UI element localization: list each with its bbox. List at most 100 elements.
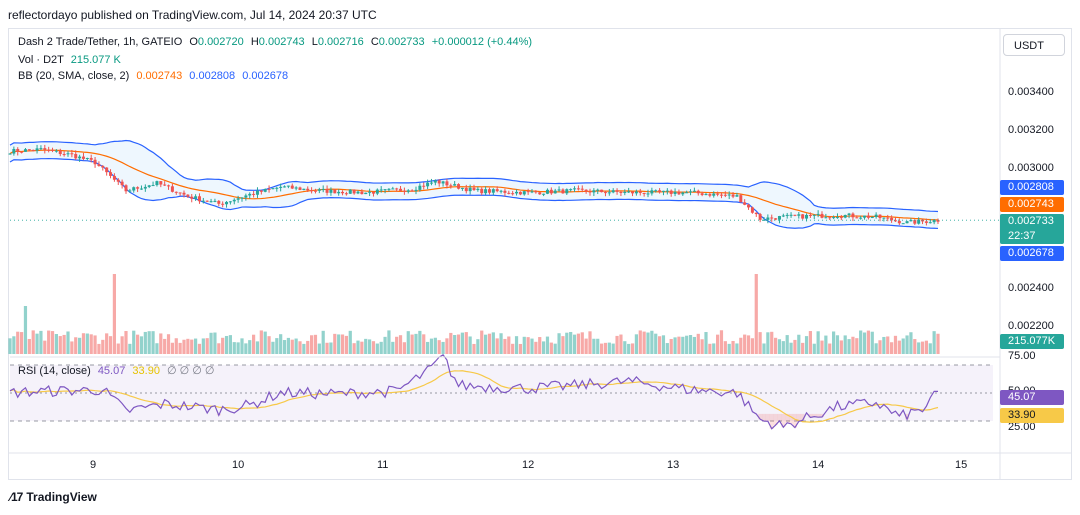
volume-bar	[495, 338, 499, 354]
volume-bar	[557, 333, 561, 354]
symbol-name[interactable]: Dash 2 Trade/Tether, 1h, GATEIO	[18, 36, 183, 48]
candle	[534, 191, 538, 193]
candle	[205, 200, 209, 202]
candle	[681, 192, 685, 195]
candle	[874, 214, 878, 218]
candle	[313, 190, 317, 192]
volume-label[interactable]: Vol · D2T	[18, 54, 64, 66]
volume-bar	[124, 331, 128, 354]
candle	[476, 188, 480, 191]
candle	[182, 192, 186, 195]
candle	[244, 195, 248, 198]
volume-bar	[514, 336, 519, 354]
volume-bar	[93, 335, 97, 354]
volume-value: 215.077 K	[70, 54, 121, 66]
candle	[325, 189, 329, 193]
volume-bar	[340, 334, 345, 354]
candle	[530, 191, 534, 193]
volume-bar	[58, 336, 62, 354]
volume-bar	[862, 332, 867, 354]
candle	[909, 220, 913, 222]
volume-bar	[866, 330, 870, 354]
candle	[735, 195, 739, 197]
volume-bar	[716, 334, 720, 354]
volume-bar	[453, 335, 457, 354]
candle	[928, 222, 932, 224]
candle	[747, 204, 751, 208]
tv-logo-icon: ⁄17	[10, 490, 23, 504]
tradingview-logo[interactable]: ⁄17 TradingView	[10, 490, 97, 504]
candle	[259, 190, 263, 192]
volume-bar	[642, 331, 646, 354]
candle	[924, 221, 928, 223]
rsi-oversold-fill	[785, 413, 790, 423]
candle	[395, 188, 399, 190]
candle	[406, 190, 410, 192]
volume-bar	[136, 334, 140, 354]
candle	[716, 193, 720, 195]
bb-lower-value: 0.002678	[242, 70, 289, 82]
candle	[932, 220, 936, 223]
candle	[81, 156, 85, 159]
volume-bar	[325, 342, 329, 354]
candle	[310, 190, 314, 192]
publisher-line: reflectordayo published on TradingView.c…	[8, 8, 377, 22]
volume-bar	[163, 338, 167, 354]
candle	[445, 181, 449, 186]
volume-bar	[306, 340, 310, 354]
volume-bar	[785, 335, 789, 354]
candle	[484, 189, 488, 194]
volume-bar	[511, 343, 515, 354]
volume-bar	[368, 339, 372, 354]
candle	[383, 189, 387, 191]
volume-bar	[746, 335, 751, 354]
candle	[429, 182, 433, 184]
currency-button[interactable]: USDT	[1003, 34, 1065, 56]
volume-bar	[348, 330, 352, 354]
candle	[89, 157, 93, 160]
volume-bar	[561, 336, 565, 354]
volume-bar	[205, 338, 209, 354]
candle	[391, 188, 395, 190]
volume-bar	[584, 338, 588, 354]
bb-lower-badge: 0.002678	[1000, 246, 1064, 261]
candle	[739, 195, 743, 203]
candle	[58, 150, 62, 155]
volume-bar	[387, 330, 391, 354]
rsi-label[interactable]: RSI (14, close)	[18, 365, 91, 377]
volume-bar	[843, 335, 847, 354]
volume-bar	[835, 335, 840, 354]
candle	[321, 189, 325, 191]
candle	[607, 192, 611, 194]
volume-bar	[650, 330, 654, 354]
rsi-oversold-fill	[762, 413, 766, 422]
candle	[627, 191, 631, 193]
candle	[557, 189, 561, 191]
candle	[859, 217, 863, 219]
volume-bar	[766, 332, 770, 354]
volume-bar	[484, 334, 488, 354]
candle	[797, 214, 801, 216]
rsi-oversold-fill	[800, 413, 805, 421]
volume-bar	[487, 333, 492, 354]
volume-bar	[588, 331, 592, 354]
volume-bar	[85, 333, 89, 354]
candle	[634, 191, 638, 194]
candle	[549, 189, 553, 194]
candle	[600, 189, 604, 193]
candle	[596, 189, 600, 191]
candle	[835, 217, 839, 219]
volume-bar	[507, 336, 511, 354]
volume-bar	[286, 337, 290, 354]
candle	[201, 200, 205, 202]
volume-bar	[344, 335, 348, 354]
candle	[642, 192, 646, 194]
volume-bar	[294, 338, 298, 354]
candle	[283, 186, 287, 188]
candle	[112, 175, 116, 180]
volume-bar	[74, 337, 78, 354]
candle	[85, 157, 89, 159]
candle	[650, 190, 654, 194]
bb-label[interactable]: BB (20, SMA, close, 2)	[18, 70, 130, 82]
